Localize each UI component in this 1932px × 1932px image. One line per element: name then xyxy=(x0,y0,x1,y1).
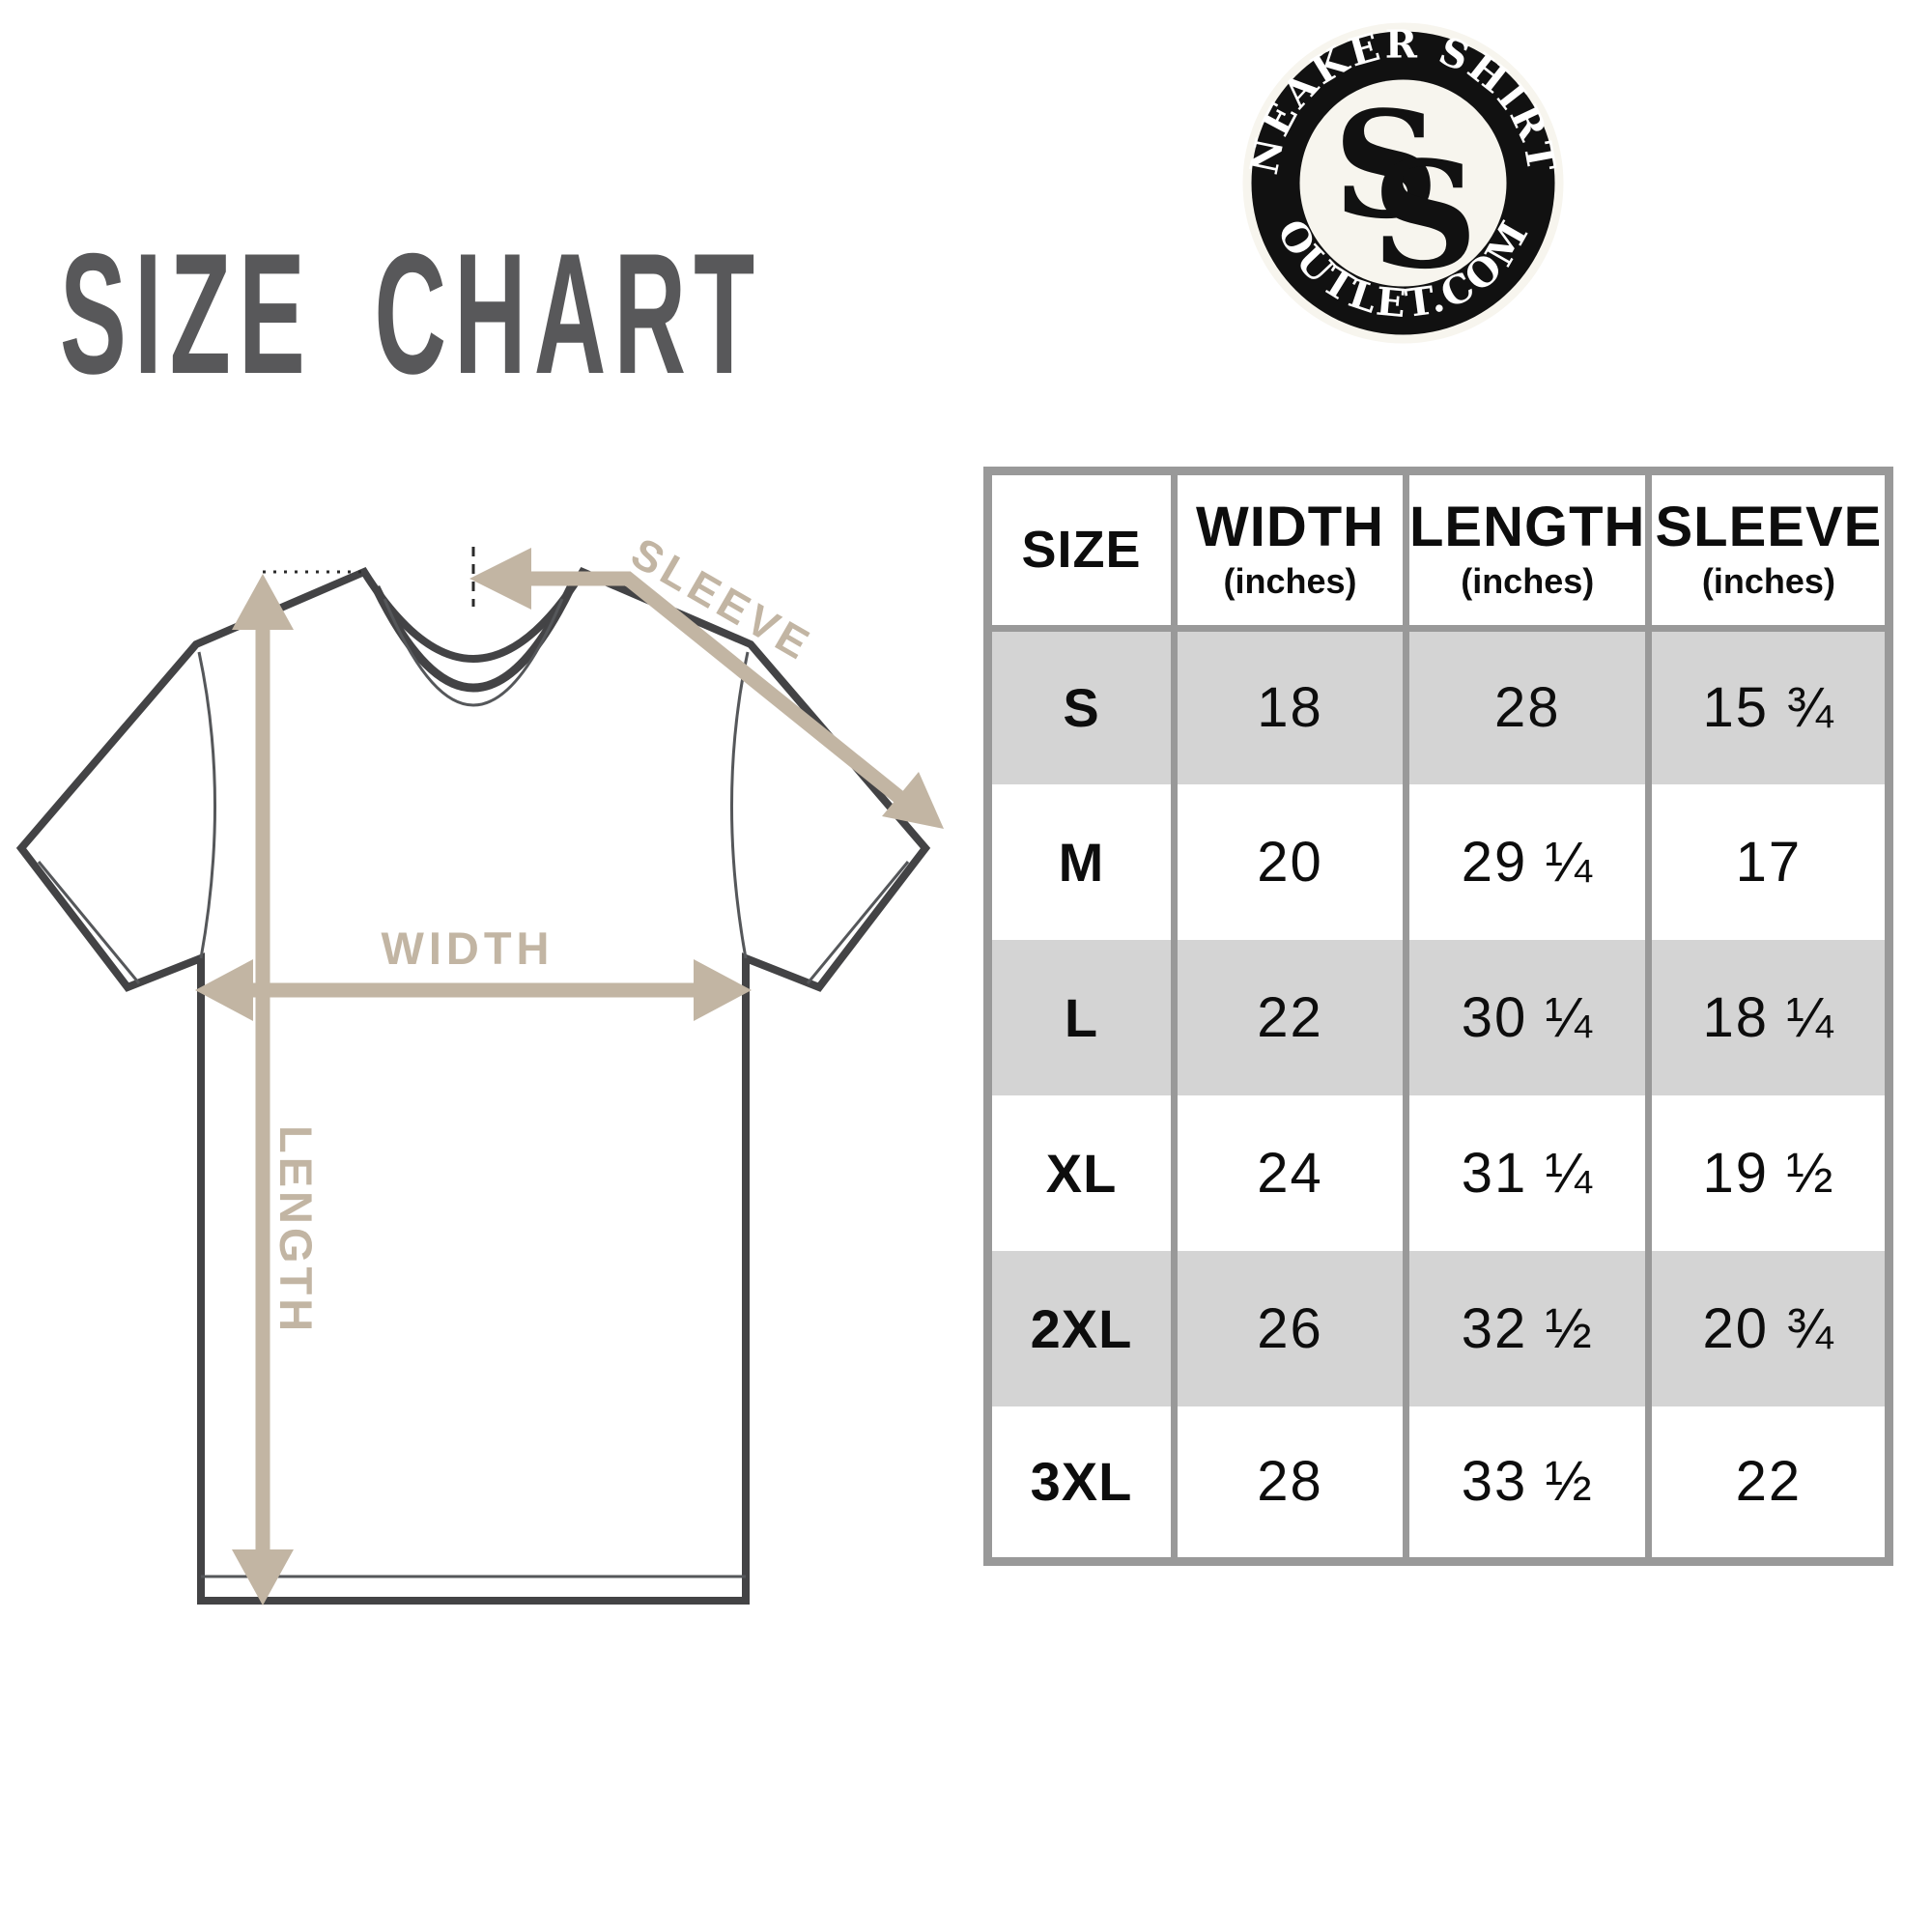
length-arrow xyxy=(232,574,294,1605)
page-title: SIZE CHART xyxy=(60,217,763,410)
table-row-s: S 18 28 15 ¾ xyxy=(984,628,1893,784)
width-label: WIDTH xyxy=(381,923,554,974)
table-row-3xl: 3XL 28 33 ½ 22 xyxy=(984,1406,1893,1562)
table-row-m: M 20 29 ¼ 17 xyxy=(984,783,1893,940)
cell-size: M xyxy=(984,783,1178,940)
header-cell-sleeve: SLEEVE (inches) xyxy=(1645,470,1893,632)
width-arrow xyxy=(195,959,752,1021)
cell-width-value: 28 xyxy=(1171,1406,1409,1562)
cell-length-value: 31 ¼ xyxy=(1402,1094,1653,1251)
header-label: SLEEVE xyxy=(1655,496,1883,559)
logo-inner-disc xyxy=(1299,79,1507,287)
sleeve-hem-right xyxy=(806,861,910,984)
cell-length-value: 32 ½ xyxy=(1402,1250,1653,1406)
header-cell-length: LENGTH (inches) xyxy=(1402,470,1653,632)
cell-width-value: 24 xyxy=(1171,1094,1409,1251)
cell-width-value: 20 xyxy=(1171,783,1409,940)
cell-width-value: 22 xyxy=(1171,939,1409,1095)
table-row-l: L 22 30 ¼ 18 ¼ xyxy=(984,939,1893,1095)
table-row-xl: XL 24 31 ¼ 19 ½ xyxy=(984,1094,1893,1251)
header-label: WIDTH xyxy=(1195,496,1385,559)
header-unit: (inches) xyxy=(1701,560,1835,601)
armhole-seam-right xyxy=(730,651,750,959)
cell-length-value: 30 ¼ xyxy=(1402,939,1653,1095)
cell-width-value: 26 xyxy=(1171,1250,1409,1406)
logo-monogram-s1: S xyxy=(1333,78,1439,251)
armhole-seam-left xyxy=(197,651,216,959)
cell-width-value: 18 xyxy=(1171,628,1409,784)
cell-size: 3XL xyxy=(984,1406,1178,1562)
header-unit: (inches) xyxy=(1223,560,1357,601)
size-table-header: SIZE WIDTH (inches) LENGTH (inches) SLEE… xyxy=(984,470,1893,632)
header-unit: (inches) xyxy=(1461,560,1595,601)
cell-sleeve-value: 22 xyxy=(1645,1406,1893,1562)
tshirt-diagram: WIDTH LENGTH SLEEVE xyxy=(0,502,966,1623)
size-table: SIZE WIDTH (inches) LENGTH (inches) SLEE… xyxy=(983,467,1894,1566)
tshirt-outline xyxy=(15,566,931,1605)
cell-size: S xyxy=(984,628,1178,784)
cell-size: 2XL xyxy=(984,1250,1178,1406)
logo-monogram-s2: S xyxy=(1372,128,1478,301)
cell-sleeve-value: 17 xyxy=(1645,783,1893,940)
cell-size: L xyxy=(984,939,1178,1095)
header-label: LENGTH xyxy=(1409,496,1646,559)
length-label: LENGTH xyxy=(270,1125,322,1335)
cell-sleeve-value: 19 ½ xyxy=(1645,1094,1893,1251)
cell-length-value: 33 ½ xyxy=(1402,1406,1653,1562)
cell-sleeve-value: 20 ¾ xyxy=(1645,1250,1893,1406)
brand-logo-svg: SNEAKER SHIRTS OUTLET.COM S S xyxy=(1226,0,1564,344)
tshirt-diagram-svg: WIDTH LENGTH SLEEVE xyxy=(15,527,944,1605)
header-cell-size: SIZE xyxy=(984,470,1178,632)
logo-monogram: S S xyxy=(1333,78,1478,301)
sleeve-hem-left xyxy=(37,861,141,984)
sleeve-arrow xyxy=(469,548,944,829)
cell-size: XL xyxy=(984,1094,1178,1251)
cell-sleeve-value: 15 ¾ xyxy=(1645,628,1893,784)
header-label: SIZE xyxy=(1021,521,1142,580)
collar-inner-line xyxy=(383,598,564,707)
table-row-2xl: 2XL 26 32 ½ 20 ¾ xyxy=(984,1250,1893,1406)
cell-sleeve-value: 18 ¼ xyxy=(1645,939,1893,1095)
cell-length-value: 29 ¼ xyxy=(1402,783,1653,940)
cell-length-value: 28 xyxy=(1402,628,1653,784)
brand-logo: SNEAKER SHIRTS OUTLET.COM S S xyxy=(1226,0,1565,345)
header-cell-width: WIDTH (inches) xyxy=(1171,470,1409,632)
